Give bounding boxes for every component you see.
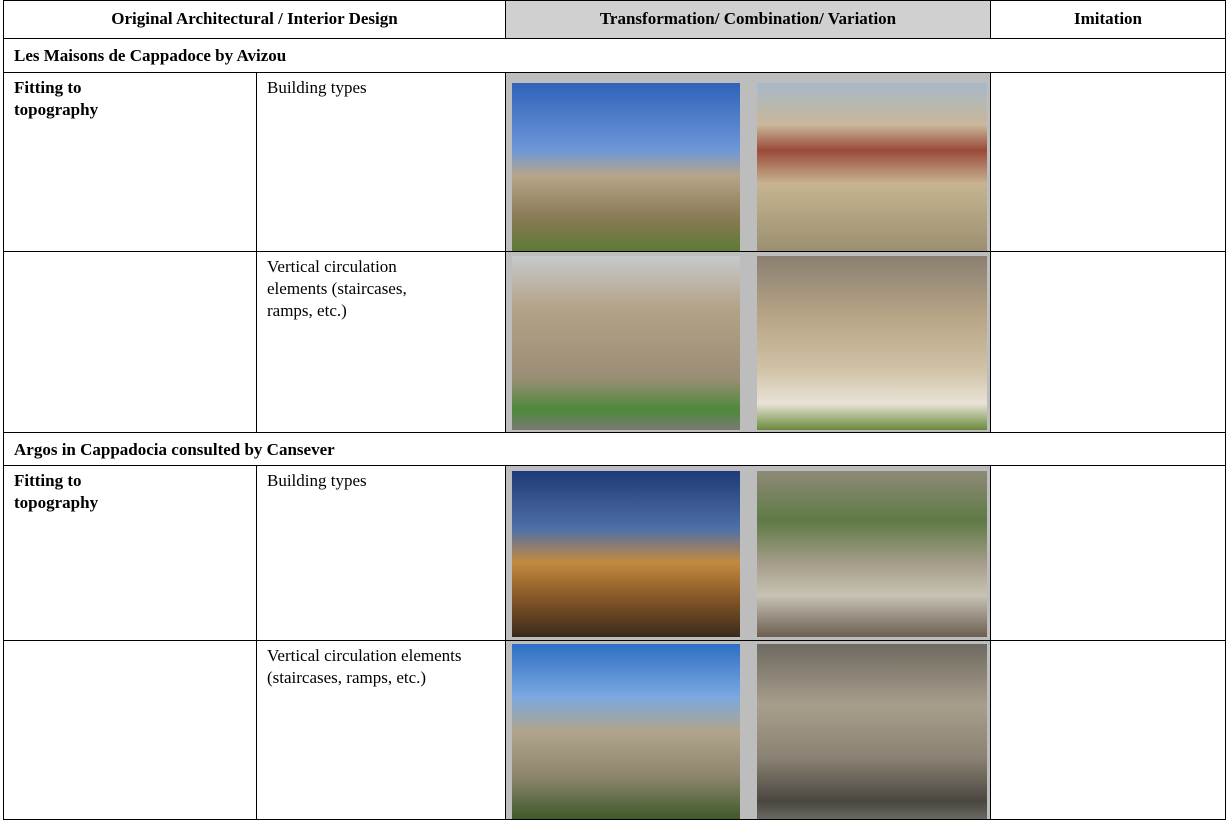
photo (512, 644, 740, 819)
element: Building types (256, 72, 506, 252)
empty-cell (990, 72, 1226, 252)
photo (757, 471, 987, 637)
element: Building types (256, 465, 506, 641)
photo (512, 471, 740, 637)
empty-cell (990, 465, 1226, 641)
section-title: Les Maisons de Cappadoce by Avizou (3, 38, 1226, 73)
header-cell: Original Architectural / Interior Design (3, 0, 506, 39)
image-cell (505, 640, 991, 820)
photo (757, 256, 987, 430)
image-cell (505, 251, 991, 433)
photo (512, 83, 740, 251)
photo (512, 256, 740, 430)
image-cell (505, 72, 991, 252)
empty-cell (3, 640, 257, 820)
empty-cell (990, 251, 1226, 433)
element: Vertical circulation elements (staircase… (256, 251, 506, 433)
header-cell: Imitation (990, 0, 1226, 39)
photo (757, 644, 987, 819)
empty-cell (990, 640, 1226, 820)
criterion: Fitting to topography (3, 72, 257, 252)
section-title: Argos in Cappadocia consulted by Canseve… (3, 432, 1226, 466)
photo (757, 83, 987, 251)
header-cell: Transformation/ Combination/ Variation (505, 0, 991, 39)
empty-cell (3, 251, 257, 433)
image-cell (505, 465, 991, 641)
criterion: Fitting to topography (3, 465, 257, 641)
element: Vertical circulation elements (staircase… (256, 640, 506, 820)
